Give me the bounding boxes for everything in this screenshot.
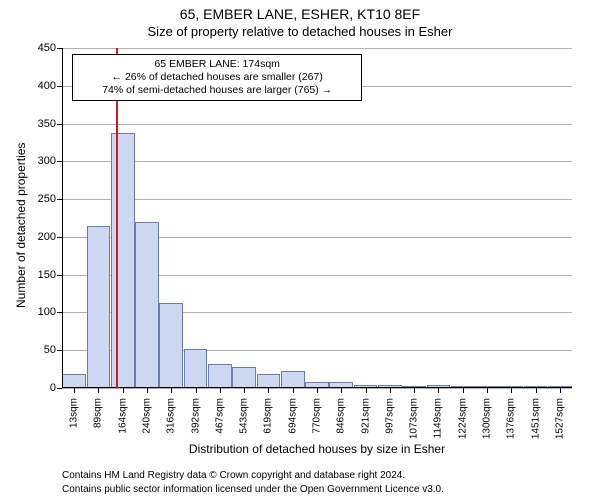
- annotation-box: 65 EMBER LANE: 174sqm← 26% of detached h…: [72, 54, 362, 101]
- chart-title-line1: 65, EMBER LANE, ESHER, KT10 8EF: [0, 6, 600, 22]
- histogram-bar: [257, 374, 281, 388]
- x-tick-mark: [196, 388, 197, 393]
- x-tick-mark: [341, 388, 342, 393]
- x-tick-label: 619sqm: [263, 394, 274, 434]
- x-tick-label: 1527sqm: [554, 394, 565, 439]
- chart-title-line2: Size of property relative to detached ho…: [0, 24, 600, 39]
- x-tick-mark: [123, 388, 124, 393]
- annotation-line: ← 26% of detached houses are smaller (26…: [79, 71, 355, 84]
- histogram-bar: [232, 367, 256, 388]
- x-tick-mark: [366, 388, 367, 393]
- x-tick-mark: [536, 388, 537, 393]
- x-tick-label: 1300sqm: [482, 394, 493, 439]
- x-tick-mark: [171, 388, 172, 393]
- x-tick-label: 1376sqm: [506, 394, 517, 439]
- histogram-bar: [62, 374, 86, 388]
- x-tick-mark: [293, 388, 294, 393]
- x-tick-mark: [560, 388, 561, 393]
- x-tick-mark: [147, 388, 148, 393]
- histogram-bar: [87, 226, 111, 388]
- x-tick-mark: [220, 388, 221, 393]
- histogram-bar: [208, 364, 232, 388]
- x-tick-label: 164sqm: [117, 394, 128, 434]
- x-tick-label: 316sqm: [166, 394, 177, 434]
- x-tick-label: 846sqm: [336, 394, 347, 434]
- x-tick-label: 694sqm: [287, 394, 298, 434]
- x-tick-label: 1073sqm: [409, 394, 420, 439]
- x-tick-mark: [511, 388, 512, 393]
- x-tick-label: 770sqm: [312, 394, 323, 434]
- y-axis-line: [62, 48, 63, 388]
- caption-line-1: Contains HM Land Registry data © Crown c…: [62, 470, 405, 481]
- gridline-horizontal: [62, 199, 572, 200]
- x-tick-label: 921sqm: [360, 394, 371, 434]
- x-tick-mark: [317, 388, 318, 393]
- x-tick-label: 240sqm: [142, 394, 153, 434]
- y-axis-label: Number of detached properties: [14, 143, 28, 308]
- x-tick-label: 1224sqm: [457, 394, 468, 439]
- x-tick-label: 543sqm: [239, 394, 250, 434]
- x-axis-label: Distribution of detached houses by size …: [62, 442, 572, 456]
- histogram-bar: [184, 349, 208, 388]
- x-tick-label: 392sqm: [190, 394, 201, 434]
- x-tick-mark: [268, 388, 269, 393]
- x-tick-mark: [244, 388, 245, 393]
- x-tick-label: 1451sqm: [530, 394, 541, 439]
- annotation-line: 65 EMBER LANE: 174sqm: [79, 58, 355, 71]
- caption-line-2: Contains public sector information licen…: [62, 484, 444, 495]
- x-tick-label: 467sqm: [214, 394, 225, 434]
- annotation-line: 74% of semi-detached houses are larger (…: [79, 84, 355, 97]
- histogram-bar: [111, 133, 135, 388]
- x-tick-mark: [463, 388, 464, 393]
- x-tick-label: 89sqm: [93, 394, 104, 428]
- x-tick-mark: [438, 388, 439, 393]
- histogram-bar: [159, 303, 183, 388]
- x-axis-line: [62, 387, 572, 388]
- gridline-horizontal: [62, 48, 572, 49]
- histogram-bar: [135, 222, 159, 388]
- histogram-bar: [281, 371, 305, 388]
- x-tick-label: 997sqm: [384, 394, 395, 434]
- x-tick-mark: [487, 388, 488, 393]
- x-tick-mark: [390, 388, 391, 393]
- x-tick-mark: [414, 388, 415, 393]
- x-tick-mark: [74, 388, 75, 393]
- x-tick-label: 1149sqm: [433, 394, 444, 438]
- x-tick-mark: [98, 388, 99, 393]
- gridline-horizontal: [62, 124, 572, 125]
- x-tick-label: 13sqm: [69, 394, 80, 428]
- gridline-horizontal: [62, 161, 572, 162]
- plot-area: 05010015020025030035040045013sqm89sqm164…: [62, 48, 572, 388]
- y-tick-mark: [57, 388, 62, 389]
